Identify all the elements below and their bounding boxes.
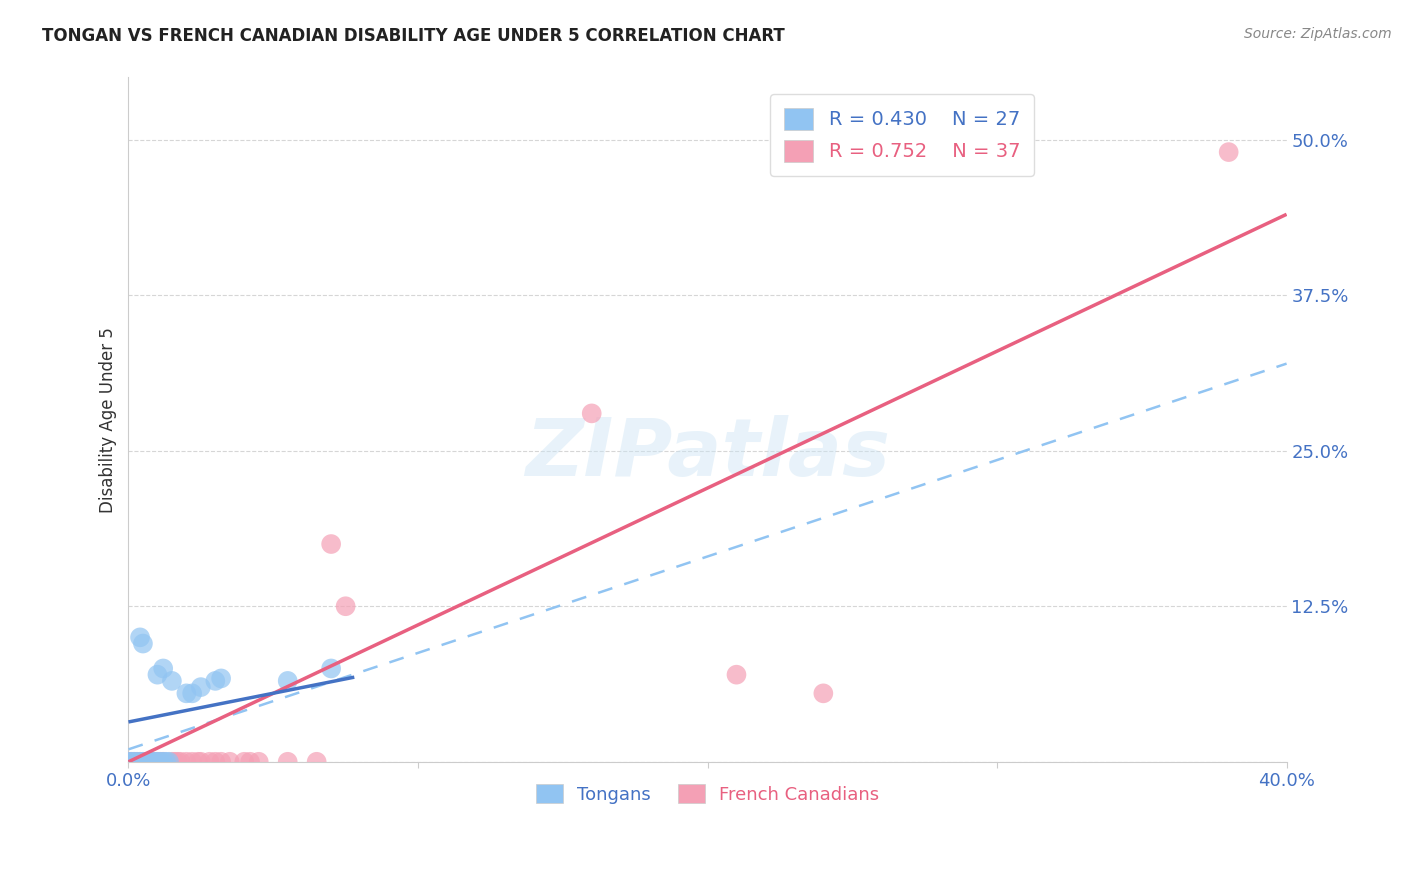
- Point: [209, 672, 232, 686]
- Point: [581, 406, 603, 420]
- Point: [120, 755, 142, 769]
- Point: [152, 755, 174, 769]
- Point: [204, 673, 226, 688]
- Point: [138, 755, 160, 769]
- Point: [127, 755, 149, 769]
- Point: [204, 755, 226, 769]
- Text: TONGAN VS FRENCH CANADIAN DISABILITY AGE UNDER 5 CORRELATION CHART: TONGAN VS FRENCH CANADIAN DISABILITY AGE…: [42, 27, 785, 45]
- Point: [239, 755, 262, 769]
- Point: [190, 755, 212, 769]
- Point: [129, 755, 152, 769]
- Point: [117, 755, 139, 769]
- Point: [813, 686, 835, 700]
- Point: [141, 755, 163, 769]
- Point: [233, 755, 256, 769]
- Point: [152, 661, 174, 675]
- Point: [725, 667, 748, 681]
- Point: [141, 755, 163, 769]
- Point: [169, 755, 191, 769]
- Point: [181, 755, 204, 769]
- Text: ZIPatlas: ZIPatlas: [524, 415, 890, 492]
- Point: [181, 686, 204, 700]
- Point: [160, 673, 183, 688]
- Point: [176, 686, 198, 700]
- Point: [117, 755, 139, 769]
- Point: [132, 636, 155, 650]
- Point: [160, 755, 183, 769]
- Point: [321, 537, 343, 551]
- Point: [132, 755, 155, 769]
- Point: [143, 755, 166, 769]
- Point: [157, 755, 180, 769]
- Point: [335, 599, 357, 614]
- Point: [143, 755, 166, 769]
- Point: [277, 755, 299, 769]
- Point: [277, 673, 299, 688]
- Point: [218, 755, 240, 769]
- Point: [135, 755, 157, 769]
- Point: [152, 755, 174, 769]
- Point: [163, 755, 186, 769]
- Point: [190, 680, 212, 694]
- Point: [305, 755, 328, 769]
- Point: [149, 755, 172, 769]
- Point: [149, 755, 172, 769]
- Point: [146, 755, 169, 769]
- Point: [127, 755, 149, 769]
- Point: [120, 755, 142, 769]
- Point: [129, 755, 152, 769]
- Point: [122, 755, 145, 769]
- Legend: Tongans, French Canadians: Tongans, French Canadians: [524, 773, 890, 814]
- Point: [155, 755, 177, 769]
- Point: [166, 755, 188, 769]
- Point: [187, 755, 209, 769]
- Point: [129, 631, 152, 645]
- Point: [132, 755, 155, 769]
- Point: [198, 755, 221, 769]
- Point: [321, 661, 343, 675]
- Y-axis label: Disability Age Under 5: Disability Age Under 5: [100, 326, 117, 513]
- Point: [1218, 145, 1240, 160]
- Point: [176, 755, 198, 769]
- Point: [898, 145, 921, 160]
- Point: [146, 667, 169, 681]
- Point: [135, 755, 157, 769]
- Point: [138, 755, 160, 769]
- Point: [122, 755, 145, 769]
- Point: [209, 755, 232, 769]
- Point: [146, 755, 169, 769]
- Point: [247, 755, 270, 769]
- Text: Source: ZipAtlas.com: Source: ZipAtlas.com: [1244, 27, 1392, 41]
